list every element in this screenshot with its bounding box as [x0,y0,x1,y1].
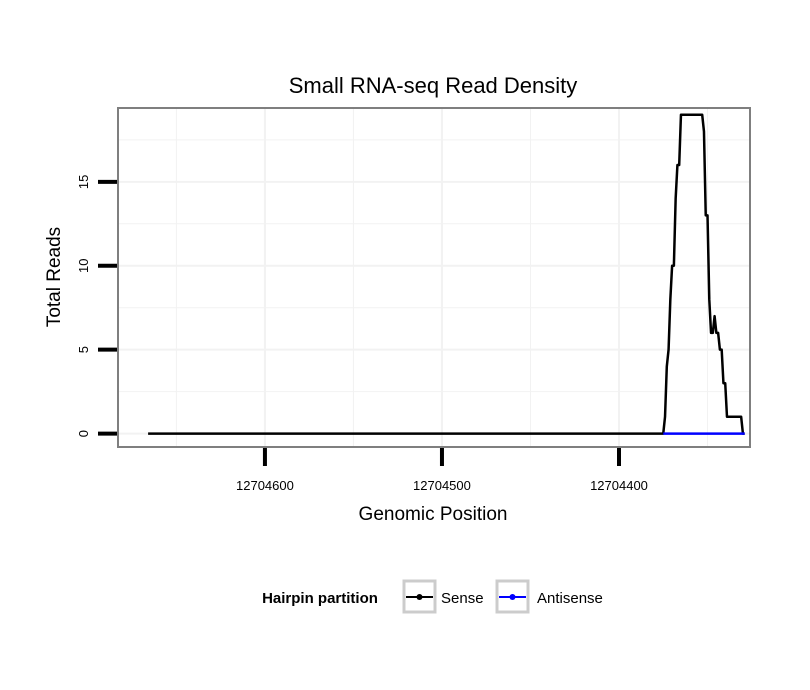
legend-title: Hairpin partition [262,590,378,607]
legend: Hairpin partition Sense Antisense [262,579,603,614]
legend-key-sense-point [416,594,423,600]
axes: 0 5 10 15 12704600 12704500 12704400 [76,175,648,493]
y-axis-label: Total Reads [44,227,65,327]
legend-label-antisense: Antisense [537,590,603,607]
x-tick-label: 12704400 [590,478,648,493]
x-tick-label: 12704600 [236,478,294,493]
y-tick-label: 5 [76,346,91,353]
legend-item-sense: Sense [402,579,484,614]
chart-title: Small RNA-seq Read Density [289,73,578,98]
series-layer [148,113,745,435]
grid [118,108,750,447]
legend-label-sense: Sense [441,590,484,607]
y-tick-label: 15 [76,175,91,189]
y-tick-label: 0 [76,430,91,437]
x-axis-label: Genomic Position [359,504,508,525]
plot-panel [117,107,751,448]
legend-key-antisense-point [509,594,516,600]
legend-item-antisense: Antisense [495,579,603,614]
x-tick-label: 12704500 [413,478,471,493]
y-tick-label: 10 [76,259,91,273]
series-line-sense [148,113,745,435]
